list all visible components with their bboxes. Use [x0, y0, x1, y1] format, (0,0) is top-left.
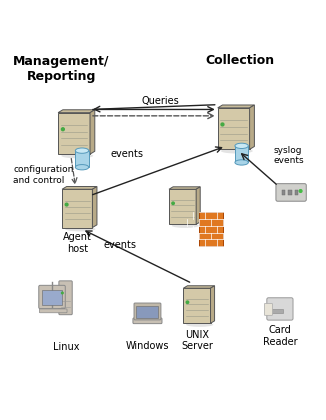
FancyBboxPatch shape	[137, 306, 158, 318]
Circle shape	[186, 301, 189, 304]
Ellipse shape	[235, 160, 248, 165]
Ellipse shape	[65, 227, 96, 231]
Text: Linux: Linux	[53, 342, 79, 352]
Polygon shape	[58, 113, 90, 154]
Polygon shape	[58, 110, 95, 113]
FancyBboxPatch shape	[282, 190, 285, 195]
Text: events: events	[104, 240, 137, 250]
Text: syslog
events: syslog events	[274, 146, 304, 165]
Text: Queries: Queries	[141, 96, 179, 106]
Ellipse shape	[235, 143, 248, 149]
Text: UNIX
Server: UNIX Server	[181, 330, 213, 351]
FancyBboxPatch shape	[42, 290, 62, 305]
Text: Card
Reader: Card Reader	[263, 325, 297, 346]
Polygon shape	[218, 105, 254, 108]
Polygon shape	[211, 286, 215, 323]
Circle shape	[299, 190, 302, 192]
Polygon shape	[92, 186, 97, 228]
Ellipse shape	[186, 323, 213, 327]
Ellipse shape	[75, 148, 89, 153]
Text: Collection: Collection	[205, 54, 274, 67]
Polygon shape	[218, 108, 250, 150]
FancyBboxPatch shape	[39, 285, 65, 309]
Circle shape	[221, 123, 224, 126]
Polygon shape	[90, 110, 95, 154]
Circle shape	[65, 203, 68, 206]
Polygon shape	[62, 186, 97, 189]
Polygon shape	[250, 105, 254, 150]
FancyBboxPatch shape	[276, 184, 306, 201]
Ellipse shape	[172, 224, 199, 228]
Circle shape	[172, 202, 174, 205]
FancyBboxPatch shape	[267, 298, 293, 320]
Ellipse shape	[75, 165, 89, 170]
Polygon shape	[199, 213, 223, 246]
Text: events: events	[110, 149, 143, 159]
Text: Windows: Windows	[126, 341, 169, 351]
Text: Agent
host: Agent host	[63, 232, 92, 254]
Polygon shape	[196, 187, 200, 224]
Circle shape	[61, 128, 64, 131]
Polygon shape	[183, 286, 215, 288]
FancyBboxPatch shape	[271, 309, 283, 313]
Text: configuration
and control: configuration and control	[13, 165, 74, 184]
FancyBboxPatch shape	[59, 281, 72, 315]
Ellipse shape	[221, 149, 253, 153]
FancyBboxPatch shape	[134, 303, 161, 320]
Polygon shape	[62, 189, 92, 228]
FancyBboxPatch shape	[133, 318, 162, 324]
Ellipse shape	[61, 153, 93, 158]
FancyBboxPatch shape	[289, 190, 292, 195]
FancyBboxPatch shape	[295, 190, 298, 195]
FancyBboxPatch shape	[75, 151, 89, 167]
FancyBboxPatch shape	[39, 309, 67, 313]
Polygon shape	[169, 189, 196, 224]
FancyBboxPatch shape	[235, 146, 248, 163]
FancyBboxPatch shape	[264, 304, 273, 315]
Polygon shape	[169, 187, 200, 189]
Circle shape	[62, 292, 63, 294]
Text: Management/
Reporting: Management/ Reporting	[13, 55, 110, 83]
Polygon shape	[183, 288, 211, 323]
